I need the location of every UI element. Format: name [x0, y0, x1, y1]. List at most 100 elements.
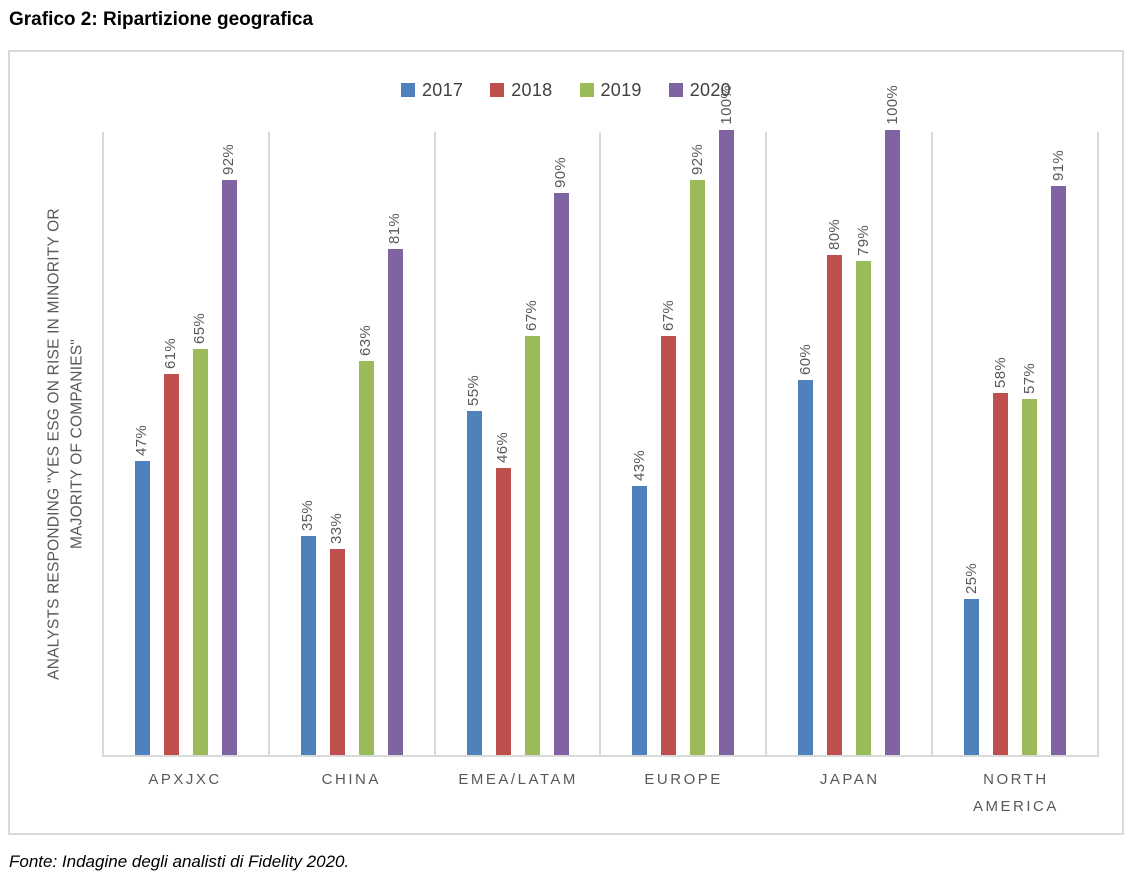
bar-cell-2018-apxjxc: 61%	[162, 132, 180, 755]
category-group-europe: 43% 67% 92% 100%	[601, 85, 768, 755]
chart-legend: 2017 2018 2019 2020	[10, 79, 1122, 101]
bar-2018-japan	[827, 255, 843, 755]
bar-cell-2019-europe: 92%	[688, 132, 706, 755]
bar-2018-north-america	[993, 392, 1009, 755]
bar-2019-apxjxc	[192, 348, 208, 755]
x-label-cell-apxjxc: APXJXC	[102, 766, 268, 820]
legend-swatch-2018	[490, 83, 505, 97]
x-label-cell-emea-latam: EMEA/LATAM	[434, 766, 600, 820]
bar-2017-japan	[798, 380, 814, 755]
category-group-emea-latam: 55% 46% 67% 90%	[436, 132, 602, 755]
bar-cell-2019-china: 63%	[357, 132, 375, 755]
bar-2019-europe	[690, 180, 706, 755]
bar-cell-2017-europe: 43%	[631, 132, 648, 755]
bar-value-label: 33%	[328, 512, 346, 544]
legend-label-2017: 2017	[422, 79, 464, 100]
legend-item-2018: 2018	[490, 80, 552, 101]
bar-value-label: 92%	[688, 144, 706, 175]
bar-value-label: 67%	[659, 300, 677, 332]
legend-item-2017: 2017	[401, 80, 463, 101]
bar-value-label: 25%	[962, 562, 980, 594]
bar-value-label: 79%	[854, 225, 872, 257]
bar-value-label: 63%	[357, 325, 375, 357]
bar-value-label: 91%	[1049, 150, 1067, 182]
bar-value-label: 58%	[991, 356, 1009, 388]
category-label: NORTH AMERICA	[973, 771, 1059, 815]
bar-2017-europe	[632, 486, 648, 755]
bar-cell-2018-emea-latam: 46%	[494, 132, 512, 755]
bar-2017-china	[300, 536, 316, 755]
bar-cell-2020-china: 81%	[386, 132, 404, 755]
bar-value-label: 67%	[523, 300, 541, 332]
bar-value-label: 46%	[494, 431, 512, 463]
x-label-cell-europe: EUROPE	[601, 766, 767, 820]
bar-cell-2017-japan: 60%	[797, 132, 814, 755]
bar-cell-2020-north-america: 91%	[1049, 132, 1067, 755]
legend-item-2020: 2020	[668, 79, 731, 101]
bar-value-label: 81%	[386, 212, 404, 244]
bar-cell-2018-japan: 80%	[825, 132, 843, 755]
bar-2018-emea-latam	[495, 467, 511, 755]
bar-cell-2019-emea-latam: 67%	[523, 132, 541, 755]
page-title: Grafico 2: Ripartizione geografica	[9, 9, 314, 30]
bar-cell-2017-china: 35%	[299, 132, 316, 755]
bar-value-label: 61%	[162, 337, 180, 369]
chart-frame: 2017 2018 2019 2020 ANALYSTS RESPONDING …	[8, 50, 1124, 835]
bar-cell-2017-apxjxc: 47%	[133, 132, 151, 755]
legend-swatch-2017	[401, 83, 415, 97]
category-label: JAPAN	[819, 771, 880, 788]
y-axis-title: ANALYSTS RESPONDING "YES ESG ON RISE IN …	[45, 208, 86, 680]
category-group-china: 35% 33% 63% 81%	[270, 132, 436, 755]
plot-area: 47% 61% 65% 92% 35% 33% 63% 81% 55% 46% 67% 90% 43% 6…	[102, 85, 1099, 757]
bar-2017-apxjxc	[134, 461, 150, 755]
x-label-cell-japan: JAPAN	[767, 766, 933, 820]
bar-cell-2020-emea-latam: 90%	[552, 132, 570, 755]
bar-2017-north-america	[964, 598, 980, 755]
bar-2019-north-america	[1022, 398, 1038, 755]
bar-2019-emea-latam	[524, 336, 540, 755]
category-label: CHINA	[321, 771, 381, 788]
plot-row: ANALYSTS RESPONDING "YES ESG ON RISE IN …	[10, 85, 1122, 757]
bar-cell-2018-europe: 67%	[659, 132, 677, 755]
bar-value-label: 80%	[825, 219, 843, 250]
category-label: APXJXC	[148, 771, 222, 788]
legend-label-2020: 2020	[689, 79, 731, 100]
bar-value-label: 100%	[717, 85, 735, 125]
bar-2020-emea-latam	[553, 192, 569, 755]
bar-cell-2017-emea-latam: 55%	[465, 132, 483, 755]
bar-value-label: 57%	[1020, 362, 1038, 394]
bar-2018-apxjxc	[163, 373, 179, 755]
bar-2020-europe	[719, 130, 735, 755]
source-note: Fonte: Indagine degli analisti di Fideli…	[9, 852, 350, 871]
category-group-japan: 60% 80% 79% 100%	[767, 85, 934, 755]
bar-2020-apxjxc	[221, 180, 237, 755]
bar-value-label: 92%	[220, 144, 238, 175]
category-label: EUROPE	[644, 771, 723, 788]
bar-2020-japan	[885, 130, 901, 755]
x-label-cell-north-america: NORTH AMERICA	[933, 766, 1099, 820]
bar-value-label: 100%	[883, 85, 901, 125]
bar-value-label: 47%	[133, 425, 151, 457]
category-group-north-america: 25% 58% 57% 91%	[933, 132, 1099, 755]
legend-swatch-2019	[579, 83, 594, 97]
bar-cell-2018-china: 33%	[328, 132, 346, 755]
bar-2017-emea-latam	[466, 411, 482, 755]
category-group-apxjxc: 47% 61% 65% 92%	[104, 132, 270, 755]
bar-cell-2020-apxjxc: 92%	[220, 132, 238, 755]
bar-value-label: 55%	[465, 375, 483, 407]
bar-2018-china	[329, 548, 345, 755]
bar-2019-china	[358, 361, 374, 755]
legend-swatch-2020	[668, 83, 683, 97]
x-label-cell-china: CHINA	[268, 766, 434, 820]
bar-cell-2017-north-america: 25%	[962, 132, 980, 755]
bar-2020-north-america	[1051, 186, 1067, 755]
bar-cell-2019-japan: 79%	[854, 132, 872, 755]
bar-value-label: 90%	[552, 156, 570, 188]
legend-item-2019: 2019	[579, 79, 642, 101]
bar-2019-japan	[856, 261, 872, 755]
legend-label-2019: 2019	[600, 79, 642, 100]
category-label: EMEA/LATAM	[458, 771, 578, 788]
bar-value-label: 65%	[191, 312, 209, 344]
bar-cell-2019-apxjxc: 65%	[191, 132, 209, 755]
legend-label-2018: 2018	[511, 79, 553, 100]
